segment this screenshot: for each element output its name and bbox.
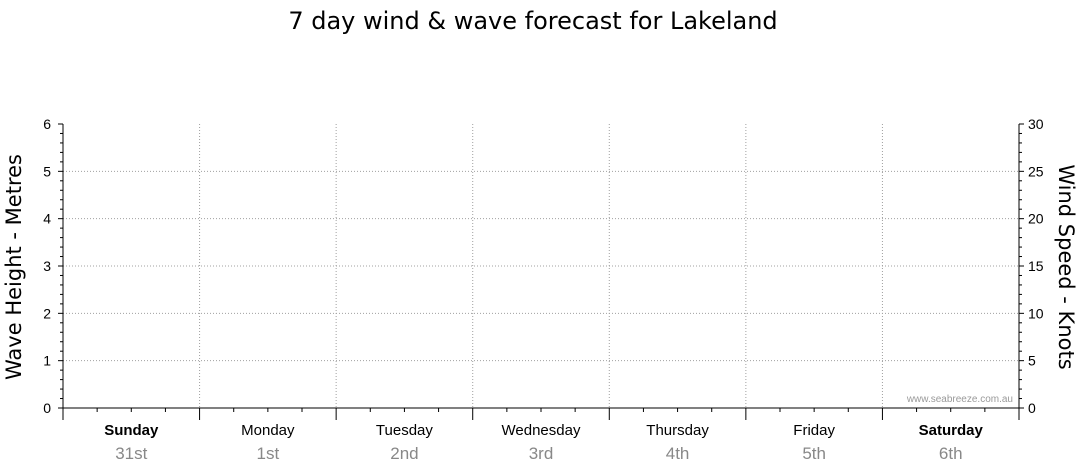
right-tick-label: 5: [1028, 353, 1036, 369]
right-tick-label: 20: [1028, 211, 1044, 227]
chart-title: 7 day wind & wave forecast for Lakeland: [288, 7, 777, 35]
day-name-label: Monday: [241, 422, 295, 439]
day-name-label: Tuesday: [376, 422, 433, 439]
tick-labels: 0 1 2 3 4 5 6 0 5 10 15 20 25 30 Sunday 31st Monday 1st Tu…: [43, 116, 1044, 463]
right-tick-label: 30: [1028, 116, 1044, 132]
right-tick-label: 10: [1028, 305, 1044, 321]
day-name-label: Saturday: [919, 422, 984, 439]
left-tick-label: 4: [43, 211, 51, 227]
day-date-label: 1st: [257, 444, 280, 463]
day-date-label: 5th: [802, 444, 826, 463]
left-tick-label: 6: [43, 116, 51, 132]
watermark: www.seabreeze.com.au: [906, 394, 1013, 405]
grid-lines: [63, 124, 1019, 408]
axes: [58, 123, 1024, 420]
day-name-label: Friday: [793, 422, 835, 439]
day-date-label: 2nd: [390, 444, 418, 463]
day-date-label: 3rd: [529, 444, 554, 463]
day-name-label: Thursday: [646, 422, 709, 439]
right-tick-label: 25: [1028, 163, 1044, 179]
day-name-label: Wednesday: [502, 422, 581, 439]
day-name-label: Sunday: [104, 422, 159, 439]
left-tick-label: 3: [43, 258, 51, 274]
right-tick-label: 15: [1028, 258, 1044, 274]
left-tick-label: 1: [43, 353, 51, 369]
left-axis-title: Wave Height - Metres: [2, 154, 26, 380]
left-tick-label: 0: [43, 400, 51, 416]
left-tick-label: 2: [43, 305, 51, 321]
left-tick-label: 5: [43, 163, 51, 179]
right-axis-title: Wind Speed - Knots: [1054, 164, 1078, 369]
day-date-label: 4th: [666, 444, 690, 463]
day-date-label: 31st: [115, 444, 147, 463]
day-date-label: 6th: [939, 444, 963, 463]
right-tick-label: 0: [1028, 400, 1036, 416]
